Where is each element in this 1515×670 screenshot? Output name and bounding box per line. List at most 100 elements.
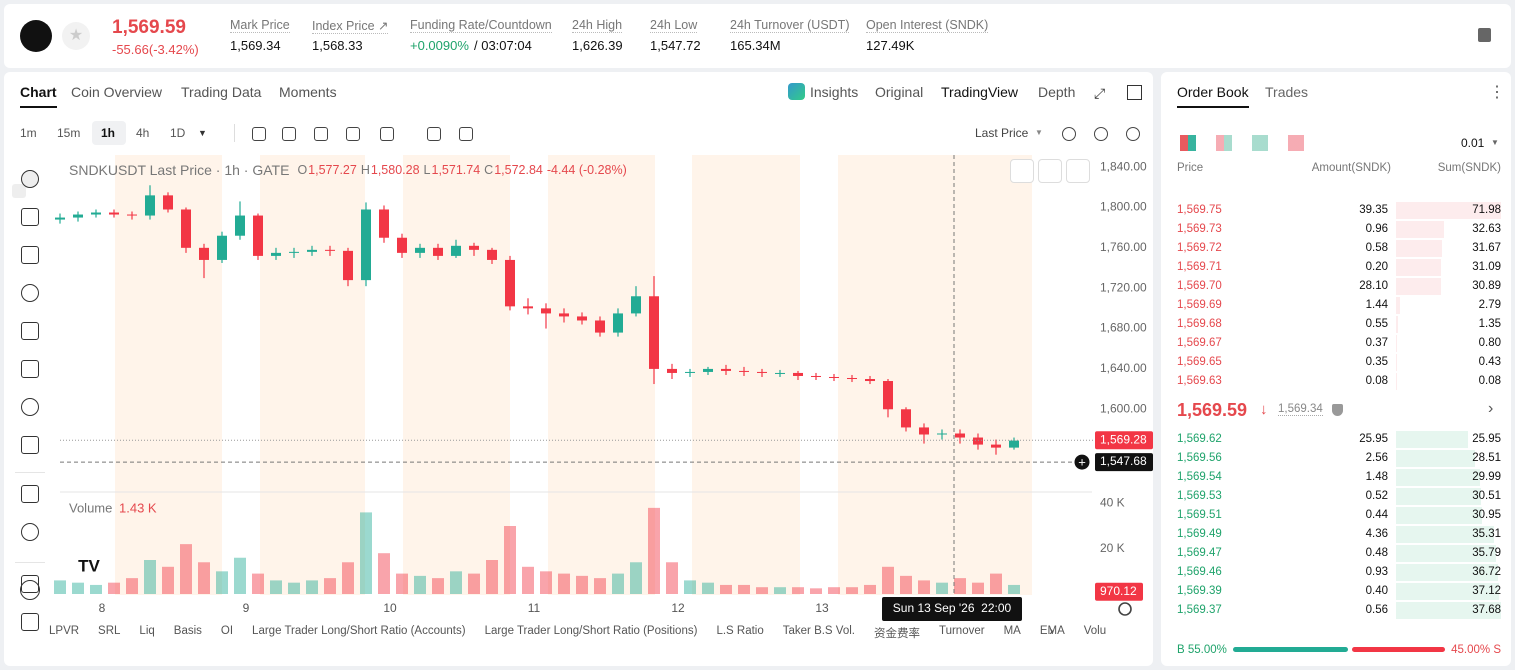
drawing-tool[interactable]	[21, 208, 39, 226]
legend-key: H	[360, 163, 370, 177]
chart-tab[interactable]: Coin Overview	[71, 84, 163, 100]
drawing-tool[interactable]	[21, 523, 39, 541]
book-view-icon[interactable]	[1216, 135, 1232, 151]
toolbar-icon[interactable]	[459, 127, 473, 141]
book-view-icon[interactable]	[1252, 135, 1268, 151]
chart-tab[interactable]: Moments	[279, 84, 337, 100]
coin-logo	[20, 20, 52, 52]
book-sum: 30.95	[1472, 509, 1501, 521]
tab-underline	[20, 106, 57, 108]
drawing-tool[interactable]	[21, 613, 39, 631]
zoom-tool[interactable]	[20, 580, 40, 600]
drawing-tool[interactable]	[21, 284, 39, 302]
chart-button[interactable]	[1066, 159, 1090, 183]
book-price[interactable]: 1,569.39	[1177, 585, 1222, 597]
book-menu[interactable]: ⋮	[1489, 84, 1505, 101]
book-tab[interactable]: Order Book	[1177, 84, 1249, 100]
interval[interactable]: 1D	[170, 126, 186, 140]
drawing-tool[interactable]	[21, 246, 39, 264]
view-tab[interactable]: TradingView	[941, 84, 1019, 100]
info-icon[interactable]	[1478, 28, 1491, 42]
tool-sep	[15, 562, 45, 563]
sell-ratio: 45.00% S	[1451, 644, 1501, 656]
indicator[interactable]: Liq	[139, 625, 155, 637]
book-price[interactable]: 1,569.51	[1177, 509, 1222, 521]
book-price[interactable]: 1,569.37	[1177, 604, 1222, 616]
chart-tab[interactable]: Trading Data	[181, 84, 262, 100]
chart-button[interactable]	[1038, 159, 1062, 183]
price-change: -55.66(-3.42%)	[112, 42, 199, 57]
indicator[interactable]: 资金费率	[873, 628, 920, 640]
view-tab[interactable]: Insights	[810, 84, 859, 100]
indicator[interactable]: Large Trader Long/Short Ratio (Accounts)	[252, 625, 466, 637]
book-price[interactable]: 1,569.67	[1177, 337, 1222, 349]
book-price[interactable]: 1,569.72	[1177, 242, 1222, 254]
book-price[interactable]: 1,569.63	[1177, 375, 1222, 387]
drawing-tool[interactable]	[21, 398, 39, 416]
window-icon[interactable]	[1127, 85, 1142, 100]
book-price[interactable]: 1,569.65	[1177, 356, 1222, 368]
book-price[interactable]: 1,569.54	[1177, 471, 1222, 483]
toolbar-icon[interactable]	[1094, 127, 1108, 141]
toolbar-icon[interactable]	[1126, 127, 1140, 141]
chart-tab[interactable]: Chart	[20, 84, 57, 100]
toolbar-icon[interactable]	[380, 127, 394, 141]
book-sum: 35.31	[1472, 528, 1501, 540]
toolbar-icon[interactable]	[252, 127, 266, 141]
toolbar-icon[interactable]	[314, 127, 328, 141]
drawing-tool[interactable]	[21, 485, 39, 503]
indicator[interactable]: L.S Ratio	[716, 625, 764, 637]
indicator[interactable]: Large Trader Long/Short Ratio (Positions…	[484, 625, 698, 637]
drawing-tool[interactable]	[21, 360, 39, 378]
book-view-icon[interactable]	[1288, 135, 1304, 151]
book-price[interactable]: 1,569.56	[1177, 452, 1222, 464]
interval-caret[interactable]: ▼	[198, 128, 207, 138]
indicator[interactable]: LPVR	[49, 625, 80, 637]
interval[interactable]: 4h	[136, 126, 150, 140]
mid-chevron[interactable]: ›	[1488, 400, 1494, 417]
chart-button[interactable]	[1010, 159, 1034, 183]
drawing-tool[interactable]	[21, 575, 39, 593]
indicator[interactable]: MA	[1003, 625, 1021, 637]
book-precision[interactable]: 0.01	[1461, 136, 1485, 150]
toolbar-icon[interactable]	[282, 127, 296, 141]
toolbar-icon[interactable]	[1062, 127, 1076, 141]
book-price[interactable]: 1,569.47	[1177, 547, 1222, 559]
book-price[interactable]: 1,569.49	[1177, 528, 1222, 540]
price-source[interactable]: Last Price	[975, 126, 1029, 140]
indicator[interactable]: Basis	[173, 625, 202, 637]
interval[interactable]: 15m	[57, 126, 81, 140]
book-tab[interactable]: Trades	[1265, 84, 1309, 100]
toolbar-icon[interactable]	[427, 127, 441, 141]
book-price[interactable]: 1,569.46	[1177, 566, 1222, 578]
drawing-tool[interactable]	[21, 322, 39, 340]
book-price[interactable]: 1,569.71	[1177, 261, 1222, 273]
legend-title: SNDKUSDT Last Price · 1h · GATE	[69, 162, 290, 178]
interval[interactable]: 1h	[101, 126, 116, 140]
drawing-tool[interactable]	[21, 170, 39, 188]
book-price[interactable]: 1,569.70	[1177, 280, 1222, 292]
book-price[interactable]: 1,569.75	[1177, 204, 1222, 216]
view-tab[interactable]: Original	[875, 84, 924, 100]
indicator[interactable]: Volu	[1083, 625, 1107, 637]
book-price[interactable]: 1,569.62	[1177, 433, 1222, 445]
book-sum: 0.08	[1478, 375, 1501, 387]
indicator[interactable]: Taker B.S Vol.	[782, 625, 855, 637]
indicator[interactable]: Turnover	[938, 625, 985, 637]
drawing-tool[interactable]	[21, 436, 39, 454]
indicator-more[interactable]: ›	[1049, 622, 1054, 638]
book-amount: 1.48	[1365, 471, 1388, 483]
interval[interactable]: 1m	[20, 126, 37, 140]
book-view-icon[interactable]	[1180, 135, 1196, 151]
favorite-star[interactable]: ★	[62, 22, 90, 50]
indicator[interactable]: OI	[220, 625, 234, 637]
book-price[interactable]: 1,569.53	[1177, 490, 1222, 502]
indicator[interactable]: SRL	[98, 625, 121, 637]
book-price[interactable]: 1,569.73	[1177, 223, 1222, 235]
fullscreen-icon[interactable]: ⤢	[1094, 85, 1106, 101]
toolbar-icon[interactable]	[346, 127, 360, 141]
book-price[interactable]: 1,569.68	[1177, 318, 1222, 330]
indicator[interactable]: EMA	[1039, 625, 1065, 637]
book-price[interactable]: 1,569.69	[1177, 299, 1222, 311]
view-tab[interactable]: Depth	[1038, 84, 1076, 100]
